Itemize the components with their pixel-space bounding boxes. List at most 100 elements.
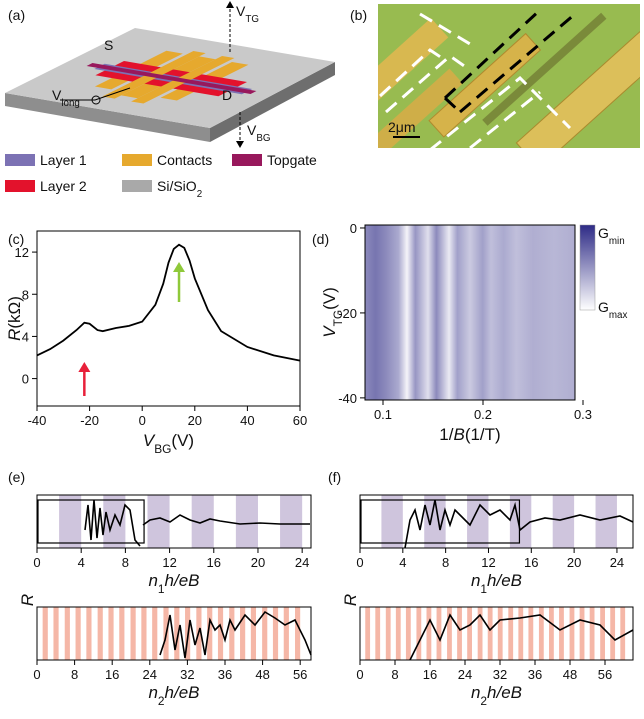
label-part: n: [471, 683, 480, 702]
x-tick-label: 4: [399, 555, 406, 570]
x-tick-label: 16: [105, 667, 119, 682]
schematic-label: VBG: [247, 122, 271, 144]
x-tick-label: 24: [143, 667, 157, 682]
label-part: max: [609, 310, 628, 321]
label-part: 2: [197, 189, 202, 200]
schematic-label: S: [104, 37, 113, 53]
line: [37, 245, 300, 361]
colorbar-label: Gmin: [598, 225, 625, 247]
x-tick-label: 16: [524, 555, 538, 570]
band: [65, 607, 70, 660]
y-tick-label: 0: [22, 372, 29, 387]
band: [467, 495, 488, 548]
band: [108, 607, 113, 660]
label-part: h/eB: [487, 683, 522, 702]
y-axis-label: R: [18, 594, 37, 606]
x-axis-label: n1h/eB: [148, 571, 199, 596]
legend-swatch: [122, 180, 152, 192]
legend-label: Topgate: [267, 152, 317, 168]
arrow: [173, 262, 185, 302]
x-tick-label: -20: [80, 413, 99, 428]
band: [610, 607, 615, 660]
x-tick-label: 12: [162, 555, 176, 570]
x-tick-label: 0: [356, 667, 363, 682]
band: [600, 607, 605, 660]
label-part: R: [5, 329, 24, 341]
band: [236, 495, 258, 548]
x-tick-label: 0: [139, 413, 146, 428]
x-tick-label: 4: [78, 555, 85, 570]
x-axis-label: n1h/eB: [471, 571, 522, 596]
label-part: n: [471, 571, 480, 590]
x-axis-label: 1/B(1/T): [439, 425, 500, 444]
legend-label: Si/SiO2: [157, 178, 202, 200]
x-tick-label: 20: [188, 413, 202, 428]
band: [416, 607, 421, 660]
band: [147, 495, 169, 548]
x-tick-label: 32: [180, 667, 194, 682]
label-part: n: [148, 571, 157, 590]
label-part: R: [18, 594, 37, 606]
legend-swatch: [122, 154, 152, 166]
band: [152, 607, 157, 660]
label-part: Si/SiO: [157, 178, 197, 194]
y-axis-label: VTG(V): [320, 287, 345, 338]
label-part: h/eB: [487, 571, 522, 590]
x-tick-label: 40: [240, 413, 254, 428]
colorbar: [580, 225, 595, 310]
band: [406, 607, 411, 660]
label-part: (kΩ): [5, 296, 24, 329]
band: [596, 495, 617, 548]
label-part: G: [598, 225, 609, 241]
label-part: (V): [171, 431, 194, 450]
band: [498, 607, 503, 660]
label-part: h/eB: [165, 571, 200, 590]
page: (a) (b) (c) (d) (e) (f) VTG S D Vlong VB…: [0, 0, 644, 719]
band: [59, 495, 81, 548]
legend-swatch: [232, 154, 262, 166]
x-tick-label: 0: [33, 667, 40, 682]
x-tick-label: 12: [481, 555, 495, 570]
x-tick-label: 8: [122, 555, 129, 570]
band: [386, 607, 391, 660]
schematic-label: VTG: [236, 3, 259, 25]
band: [375, 607, 380, 660]
schematic: [5, 1, 335, 148]
label-part: (V): [320, 287, 339, 310]
band: [86, 607, 91, 660]
plot-frame: [37, 231, 300, 406]
x-tick-label: 16: [207, 555, 221, 570]
colorbar-label: Gmax: [598, 299, 628, 321]
legend-label: Layer 2: [40, 178, 87, 194]
y-axis-label: R: [341, 594, 360, 606]
band: [131, 607, 136, 660]
x-tick-label: 0: [33, 555, 40, 570]
band: [553, 495, 574, 548]
panel-label: (f): [328, 469, 341, 485]
legend-label: Contacts: [157, 152, 212, 168]
arrow-head: [173, 262, 185, 272]
x-tick-label: 8: [71, 667, 78, 682]
band: [229, 607, 234, 660]
band: [103, 495, 125, 548]
band: [570, 607, 575, 660]
x-axis-label: n2h/eB: [148, 683, 199, 708]
band: [119, 607, 124, 660]
panel-label: (a): [8, 7, 25, 23]
x-tick-label: 24: [610, 555, 624, 570]
arrow-head: [78, 362, 90, 372]
panel-label: (b): [350, 7, 367, 23]
scale-bar-label: 2μm: [388, 119, 416, 135]
x-tick-label: 24: [458, 667, 472, 682]
x-tick-label: 48: [563, 667, 577, 682]
label-part: h/eB: [165, 683, 200, 702]
label-part: min: [609, 236, 625, 247]
band: [365, 607, 370, 660]
arrow: [78, 362, 90, 396]
x-axis-label: n2h/eB: [471, 683, 522, 708]
band: [76, 607, 81, 660]
band: [549, 607, 554, 660]
x-tick-label: 60: [293, 413, 307, 428]
x-tick-label: 36: [528, 667, 542, 682]
x-tick-label: 8: [442, 555, 449, 570]
